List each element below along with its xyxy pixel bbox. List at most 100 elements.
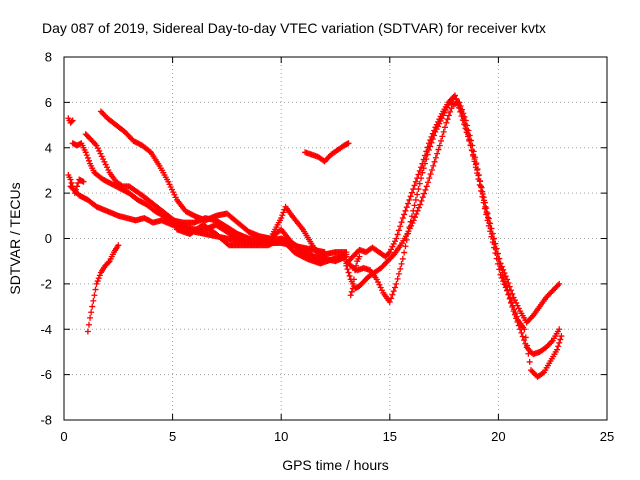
data-point-dense (526, 358, 533, 365)
data-point-dense (513, 313, 520, 320)
data-point-dense (72, 186, 79, 193)
data-point (89, 303, 96, 310)
data-point-dense (398, 219, 405, 226)
data-point-dense (398, 260, 405, 267)
data-point (399, 255, 406, 262)
data-point-dense (432, 154, 439, 161)
data-point-dense (94, 278, 101, 285)
data-point (554, 346, 561, 353)
data-point-dense (350, 276, 357, 283)
data-point (386, 299, 393, 306)
data-point-dense (411, 214, 418, 221)
data-point-dense (406, 225, 413, 232)
data-point-dense (415, 171, 422, 178)
data-point-dense (494, 250, 501, 257)
data-point (432, 124, 439, 131)
data-point-dense (401, 249, 408, 256)
data-point-dense (496, 260, 503, 267)
data-point-dense (389, 243, 396, 250)
data-point-dense (346, 272, 353, 279)
data-point-dense (513, 299, 520, 306)
data-point-dense (435, 146, 442, 153)
x-axis-label: GPS time / hours (282, 457, 389, 473)
data-point-dense (447, 108, 454, 115)
data-point-dense (392, 238, 399, 245)
data-point-dense (101, 158, 108, 165)
data-point-dense (492, 245, 499, 252)
data-point-dense (105, 166, 112, 173)
data-point-dense (441, 124, 448, 131)
data-point (393, 280, 400, 287)
data-point-dense (505, 290, 512, 297)
data-point (425, 140, 432, 147)
data-point-dense (511, 306, 518, 313)
data-point-dense (424, 144, 431, 151)
data-point (87, 314, 94, 321)
data-point-dense (415, 204, 422, 211)
data-point-dense (511, 297, 518, 304)
data-point (475, 171, 482, 178)
data-point-dense (104, 164, 111, 171)
data-point (521, 326, 528, 333)
data-point (462, 117, 469, 124)
data-point-dense (344, 266, 351, 273)
data-point (343, 262, 350, 269)
data-point-dense (414, 207, 421, 214)
data-point-dense (392, 284, 399, 291)
data-point-dense (68, 118, 75, 125)
data-point-dense (519, 333, 526, 340)
x-tick-label: 0 (60, 429, 67, 444)
data-point-dense (92, 286, 99, 293)
data-point-dense (470, 148, 477, 155)
data-point-dense (431, 127, 438, 134)
x-tick-label: 20 (491, 429, 505, 444)
data-point-dense (458, 106, 465, 113)
data-point-dense (439, 133, 446, 140)
data-point-dense (522, 334, 529, 341)
data-point-dense (425, 179, 432, 186)
data-point (80, 178, 87, 185)
data-point-dense (427, 171, 434, 178)
data-point-dense (401, 211, 408, 218)
data-point-dense (410, 186, 417, 193)
data-point (343, 251, 350, 258)
data-point (352, 267, 359, 274)
data-point-dense (555, 343, 562, 350)
data-point-dense (426, 175, 433, 182)
y-tick-label: 4 (45, 140, 52, 155)
data-point-dense (415, 186, 422, 193)
data-point-dense (437, 113, 444, 120)
data-point-dense (525, 350, 532, 357)
data-point (508, 299, 515, 306)
data-points (65, 92, 565, 380)
data-point-dense (105, 259, 112, 266)
data-point (451, 92, 458, 99)
data-point-dense (402, 243, 409, 250)
y-tick-label: -4 (40, 322, 52, 337)
data-point-dense (490, 235, 497, 242)
y-tick-label: 0 (45, 231, 52, 246)
data-point (412, 196, 419, 203)
data-point-dense (428, 166, 435, 173)
data-point-dense (420, 156, 427, 163)
data-point (430, 162, 437, 169)
data-point (495, 255, 502, 262)
data-point-dense (421, 190, 428, 197)
data-point (71, 190, 78, 197)
data-point (100, 156, 107, 163)
data-point-dense (479, 191, 486, 198)
data-point (558, 333, 565, 340)
data-point-dense (427, 137, 434, 144)
data-point-dense (403, 204, 410, 211)
data-point-dense (413, 210, 420, 217)
data-point (84, 328, 91, 335)
data-point-dense (504, 286, 511, 293)
data-point-dense (407, 193, 414, 200)
grid (64, 57, 607, 420)
data-point (417, 201, 424, 208)
data-point (469, 142, 476, 149)
data-point-dense (539, 370, 546, 377)
data-point-dense (408, 189, 415, 196)
data-point (456, 99, 463, 106)
